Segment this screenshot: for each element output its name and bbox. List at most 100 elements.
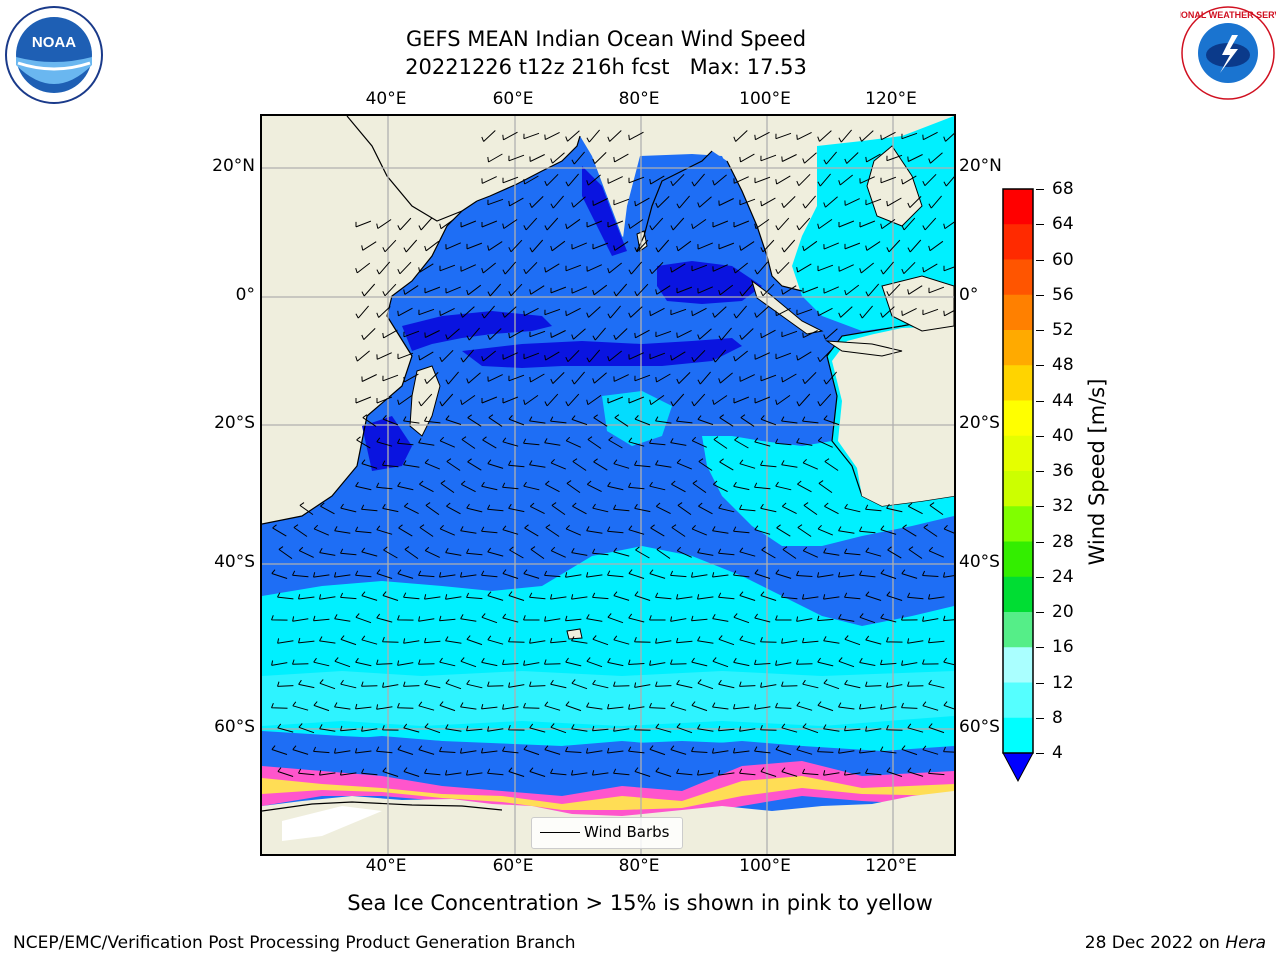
wind-barb [529,154,545,162]
wind-barb [523,702,540,709]
wind-barb [775,702,792,709]
wind-barb [754,352,771,360]
wind-barb [754,704,771,710]
wind-barb [487,547,504,557]
wind-barb [550,152,565,164]
wind-barb [424,330,440,338]
wind-barb [404,546,419,560]
wind-barb [865,635,882,645]
wind-barb [838,614,855,622]
wind-barb [572,502,587,515]
wind-barb [733,396,750,404]
wind-barb [733,657,750,667]
wind-barb [544,570,561,578]
wind-barb [445,548,462,556]
colorbar-tick-label: 32 [1052,496,1074,517]
wind-barb [823,286,839,294]
wind-barb [544,308,561,316]
wind-barb [865,726,882,732]
map-title: GEFS MEAN Indian Ocean Wind Speed [405,27,807,51]
wind-barb [320,502,335,515]
wind-barb [544,701,561,711]
wind-barb [796,131,812,141]
wind-barb [502,704,519,710]
wind-barb [272,524,287,537]
wind-barb [508,682,525,688]
wind-barb [634,283,649,297]
wind-barb [775,394,791,406]
wind-barb [697,770,714,776]
wind-barb [319,770,336,776]
wind-barb [397,217,412,231]
wind-barb [628,176,645,184]
wind-barb [718,242,735,250]
wind-barb [928,637,945,644]
wind-barb [635,546,650,559]
wind-barb [634,637,651,643]
wind-barb [418,659,435,665]
wind-barb [319,594,336,600]
wind-barb [901,660,918,666]
wind-barb [754,613,771,623]
wind-barb [670,308,687,316]
wind-barb [361,328,376,340]
wind-barb [403,723,420,733]
wind-barb [376,396,393,404]
wind-barb [782,546,797,559]
wind-barb [613,768,630,776]
wind-barb [754,569,771,579]
wind-barb [928,594,945,600]
wind-barb [670,217,685,231]
wind-barb [487,681,504,687]
wind-barb [529,373,545,383]
wind-barb [439,218,455,230]
wind-barb [445,328,460,340]
colorbar-tick-label: 36 [1052,461,1074,481]
wind-barb [943,133,954,142]
wind-barb [334,657,351,668]
wind-barb [712,306,727,318]
wind-barb [355,305,369,319]
colorbar-cell [1003,506,1033,542]
wind-barb [739,726,756,732]
wind-barb [502,306,517,318]
wind-barb [817,130,832,142]
wind-barb [739,768,756,776]
wind-barb [481,526,498,534]
wind-barb [613,547,630,557]
wind-barb [334,748,351,754]
wind-barb [928,768,945,776]
wind-barb [922,659,939,665]
wind-barb [754,261,769,275]
wind-barb [277,681,294,687]
wind-barb [607,305,621,319]
lat-label-right-20s: 20°S [959,413,1000,433]
colorbar-tick-mark [1036,259,1044,261]
wind-barb [649,481,666,491]
wind-barb [886,197,902,207]
wind-barb [670,616,687,622]
wind-barb [613,198,630,206]
wind-barb [502,176,519,184]
wind-barb [901,217,916,231]
wind-barb [397,569,414,579]
wind-barb [419,480,434,493]
wind-barb [550,330,566,338]
wind-barb [754,746,771,754]
wind-barb [445,242,461,250]
wind-barb [943,572,954,578]
wind-barb [439,746,456,753]
wind-barb [586,657,603,668]
wind-barb [382,239,397,253]
wind-barb [712,349,727,363]
wind-barb [488,414,503,427]
wind-barb [698,502,713,515]
wind-barb [586,220,603,228]
wind-barb [298,723,315,734]
wind-barb [445,679,462,690]
wind-barb [319,679,336,690]
wind-barb [460,614,477,622]
wind-barb [775,132,792,140]
wind-barb [502,261,517,275]
wind-barb [676,723,693,734]
